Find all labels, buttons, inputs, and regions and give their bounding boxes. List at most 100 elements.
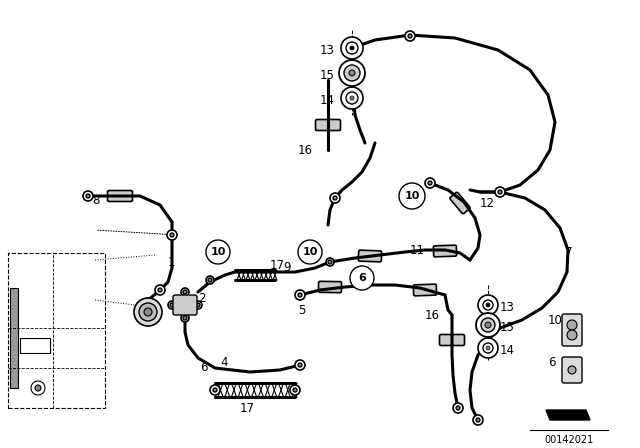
Circle shape <box>139 303 157 321</box>
Text: 1: 1 <box>168 255 175 268</box>
Circle shape <box>290 385 300 395</box>
Circle shape <box>498 190 502 194</box>
Circle shape <box>144 308 152 316</box>
Text: 10: 10 <box>211 247 226 257</box>
Circle shape <box>425 178 435 188</box>
Circle shape <box>158 288 162 292</box>
Text: 12: 12 <box>480 197 495 210</box>
FancyBboxPatch shape <box>440 335 465 345</box>
Circle shape <box>183 290 187 294</box>
Circle shape <box>485 322 491 328</box>
Circle shape <box>206 276 214 284</box>
Circle shape <box>330 193 340 203</box>
Circle shape <box>181 288 189 296</box>
Text: 17: 17 <box>240 401 255 414</box>
Circle shape <box>86 194 90 198</box>
Circle shape <box>349 70 355 76</box>
FancyBboxPatch shape <box>10 288 18 388</box>
FancyBboxPatch shape <box>413 284 436 296</box>
Circle shape <box>196 303 200 307</box>
FancyBboxPatch shape <box>108 190 132 202</box>
Text: 3: 3 <box>138 303 145 316</box>
Circle shape <box>155 285 165 295</box>
Circle shape <box>295 360 305 370</box>
Circle shape <box>83 191 93 201</box>
Text: 14: 14 <box>320 94 335 107</box>
Circle shape <box>568 366 576 374</box>
Polygon shape <box>546 410 590 420</box>
Text: 4: 4 <box>220 356 227 369</box>
Circle shape <box>208 278 212 282</box>
Circle shape <box>350 266 374 290</box>
Text: 16: 16 <box>298 143 313 156</box>
Circle shape <box>341 37 363 59</box>
Circle shape <box>495 187 505 197</box>
Circle shape <box>167 230 177 240</box>
Circle shape <box>333 196 337 200</box>
Circle shape <box>428 181 432 185</box>
Circle shape <box>168 301 176 309</box>
Text: 15: 15 <box>500 320 515 333</box>
Circle shape <box>344 65 360 81</box>
Text: 10: 10 <box>548 314 563 327</box>
Text: 11: 11 <box>410 244 425 257</box>
FancyBboxPatch shape <box>562 314 582 346</box>
Circle shape <box>399 183 425 209</box>
Circle shape <box>350 46 354 50</box>
Circle shape <box>481 318 495 332</box>
Circle shape <box>339 60 365 86</box>
Text: 10: 10 <box>302 247 317 257</box>
Text: 00142021: 00142021 <box>545 435 594 445</box>
Circle shape <box>295 290 305 300</box>
Circle shape <box>170 233 174 237</box>
Circle shape <box>478 295 498 315</box>
Circle shape <box>341 87 363 109</box>
FancyBboxPatch shape <box>358 250 381 262</box>
Circle shape <box>293 388 297 392</box>
Circle shape <box>328 260 332 264</box>
Text: 5: 5 <box>298 303 305 316</box>
Text: 9: 9 <box>283 260 291 273</box>
Text: 15: 15 <box>320 69 335 82</box>
Circle shape <box>298 293 302 297</box>
FancyBboxPatch shape <box>450 192 470 214</box>
Circle shape <box>298 240 322 264</box>
Circle shape <box>170 303 174 307</box>
Circle shape <box>408 34 412 38</box>
Circle shape <box>567 320 577 330</box>
FancyBboxPatch shape <box>319 281 342 293</box>
Circle shape <box>478 338 498 358</box>
Circle shape <box>486 303 490 307</box>
Circle shape <box>194 301 202 309</box>
Text: 16: 16 <box>425 309 440 322</box>
Circle shape <box>35 385 41 391</box>
Circle shape <box>350 96 354 100</box>
Circle shape <box>567 330 577 340</box>
Text: 6: 6 <box>200 361 207 374</box>
Circle shape <box>213 388 217 392</box>
Circle shape <box>210 385 220 395</box>
Circle shape <box>298 363 302 367</box>
Circle shape <box>326 258 334 266</box>
FancyBboxPatch shape <box>316 120 340 130</box>
Text: 13: 13 <box>500 301 515 314</box>
Text: 13: 13 <box>320 43 335 56</box>
Text: 7: 7 <box>565 246 573 258</box>
Circle shape <box>453 403 463 413</box>
FancyBboxPatch shape <box>562 357 582 383</box>
Text: 17: 17 <box>270 258 285 271</box>
Circle shape <box>183 316 187 320</box>
Circle shape <box>134 298 162 326</box>
Text: 10: 10 <box>404 191 420 201</box>
Circle shape <box>476 418 480 422</box>
Text: 6: 6 <box>358 273 366 283</box>
FancyBboxPatch shape <box>433 245 456 257</box>
Circle shape <box>206 240 230 264</box>
Circle shape <box>405 31 415 41</box>
Text: 2: 2 <box>198 292 205 305</box>
FancyBboxPatch shape <box>173 295 197 315</box>
Circle shape <box>476 313 500 337</box>
Text: 14: 14 <box>500 344 515 357</box>
Circle shape <box>181 314 189 322</box>
Circle shape <box>486 346 490 350</box>
